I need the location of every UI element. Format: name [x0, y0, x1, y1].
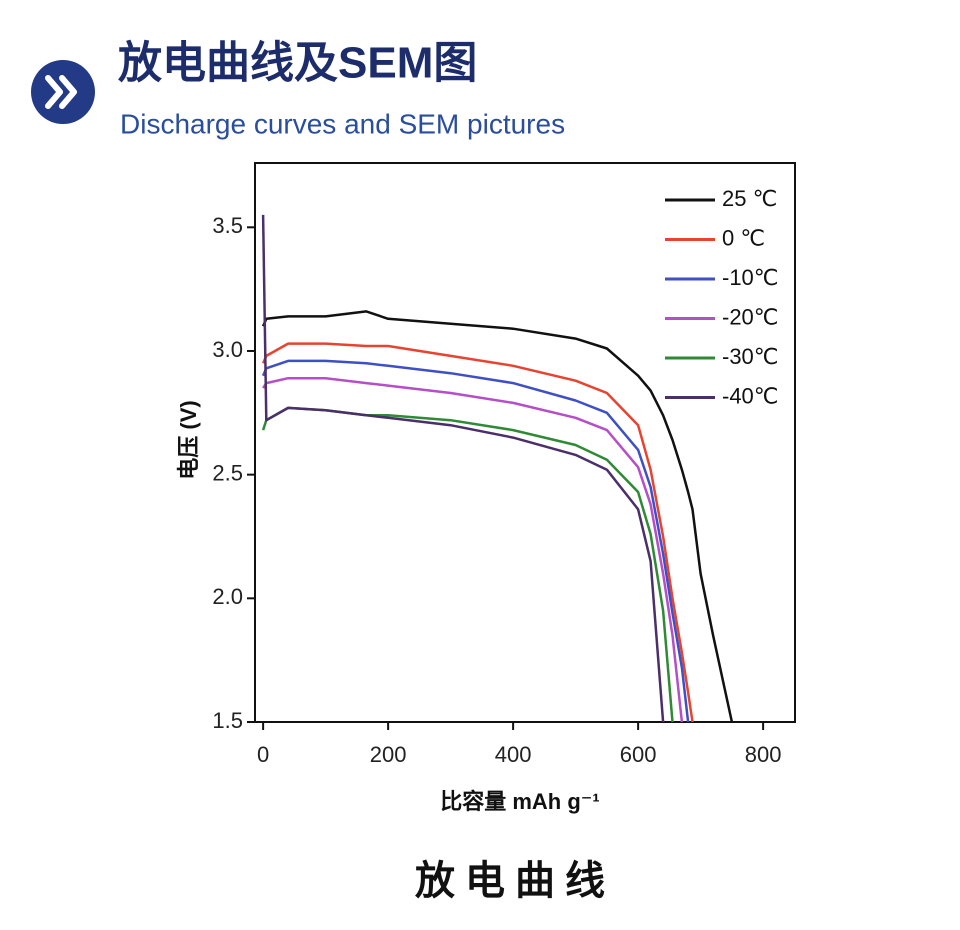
- header-icon: [31, 60, 95, 124]
- caption: 放电曲线: [415, 858, 615, 903]
- y-tick-label: 2.0: [212, 584, 243, 609]
- x-tick-label: 200: [370, 742, 407, 767]
- header-title: 放电曲线及SEM图: [118, 39, 477, 88]
- y-axis-label: 电压 (V): [176, 400, 201, 479]
- series-line: [261, 310, 734, 723]
- y-tick-label: 3.0: [212, 337, 243, 362]
- series-line: [261, 214, 665, 723]
- legend-label: 0 ℃: [722, 225, 765, 250]
- header-subtitle: Discharge curves and SEM pictures: [120, 108, 565, 139]
- x-tick-label: 600: [620, 742, 657, 767]
- legend-label: -40℃: [722, 383, 779, 408]
- series-line: [262, 376, 684, 723]
- legend-label: -10℃: [722, 265, 779, 290]
- plot-frame: [254, 162, 796, 723]
- x-tick-label: 0: [257, 742, 269, 767]
- legend-label: 25 ℃: [722, 186, 777, 211]
- y-tick-label: 1.5: [212, 708, 243, 733]
- y-tick-label: 3.5: [212, 213, 243, 238]
- series-line: [261, 342, 694, 723]
- series-line: [261, 359, 690, 723]
- legend-label: -20℃: [722, 304, 779, 329]
- x-tick-label: 800: [745, 742, 782, 767]
- y-tick-label: 2.5: [212, 460, 243, 485]
- series-line: [261, 406, 674, 723]
- legend-label: -30℃: [722, 344, 779, 369]
- x-axis-label: 比容量 mAh g⁻¹: [440, 789, 600, 814]
- x-tick-label: 400: [495, 742, 532, 767]
